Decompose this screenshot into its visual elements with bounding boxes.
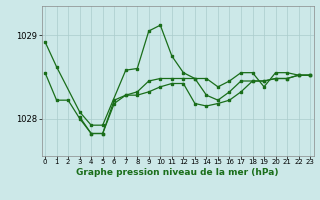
X-axis label: Graphe pression niveau de la mer (hPa): Graphe pression niveau de la mer (hPa) — [76, 168, 279, 177]
